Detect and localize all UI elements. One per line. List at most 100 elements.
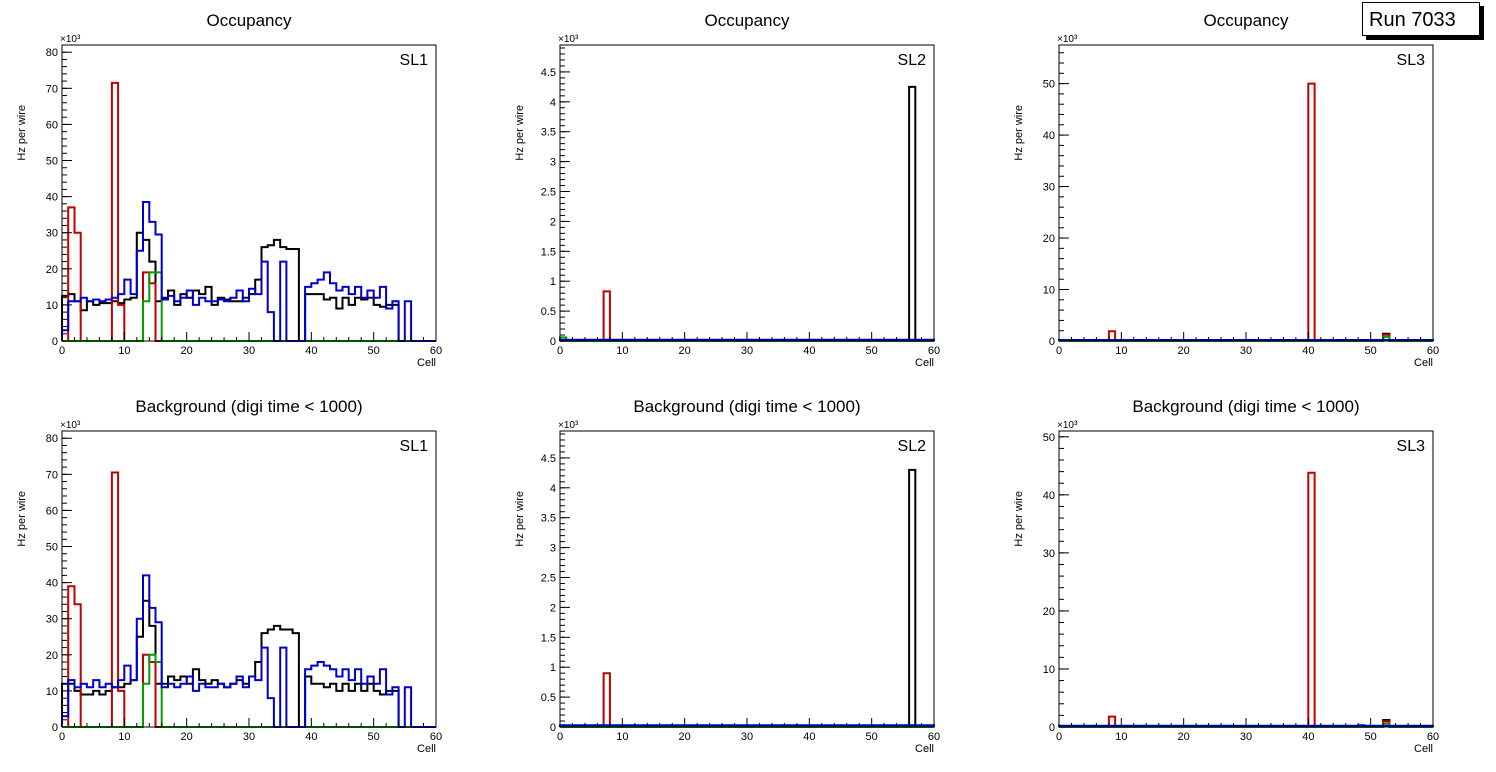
series-blue-line [1058, 724, 1434, 727]
x-tick-label: 20 [181, 345, 193, 357]
histogram-panel-occ-sl1: Occupancy 0 10 20 30 40 50 60 0 10 20 30 40 50 60 70 80 C… [16, 11, 442, 369]
y-tick-label: 1.5 [541, 632, 556, 644]
x-tick-label: 20 [679, 731, 691, 743]
y-tick-label: 1 [550, 276, 556, 288]
y-tick-label: 30 [1043, 548, 1055, 560]
plot-frame [1058, 430, 1434, 728]
y-tick-label: 0 [550, 336, 556, 348]
superlayer-label: SL2 [898, 52, 927, 69]
y-tick-label: 10 [46, 686, 58, 698]
x-tick-label: 30 [1240, 345, 1252, 357]
plot-frame [1058, 44, 1434, 342]
x-axis-label: Cell [915, 357, 934, 369]
y-tick-label: 50 [1043, 79, 1055, 91]
y-tick-label: 80 [46, 47, 58, 59]
plot-title: Background (digi time < 1000) [1132, 397, 1359, 416]
histogram-panel-occ-sl2: Occupancy 0 10 20 30 40 50 60 0 0.5 1 1.5 2 2.5 3 3.5 4 4… [514, 11, 940, 369]
y-tick-label: 2 [550, 602, 556, 614]
y-tick-label: 4.5 [541, 67, 556, 79]
y-tick-label: 40 [1043, 490, 1055, 502]
histogram-panel-bkg-sl3: Background (digi time < 1000) 0 10 20 30 40 50… [1013, 397, 1439, 755]
x-tick-label: 0 [557, 731, 563, 743]
x-tick-label: 10 [616, 345, 628, 357]
plot-frame [559, 44, 935, 342]
axis-multiplier: ×10³ [558, 34, 579, 45]
y-tick-label: 30 [1043, 182, 1055, 194]
x-tick-label: 60 [1427, 345, 1439, 357]
plot-title: Background (digi time < 1000) [633, 397, 860, 416]
x-axis-label: Cell [417, 743, 436, 755]
y-axis-label: Hz per wire [514, 105, 526, 161]
y-tick-label: 10 [46, 300, 58, 312]
x-tick-label: 0 [59, 731, 65, 743]
x-axis-label: Cell [1414, 357, 1433, 369]
y-axis-label: Hz per wire [16, 105, 28, 161]
y-tick-label: 2.5 [541, 187, 556, 199]
series-black-line [560, 85, 934, 342]
y-tick-label: 50 [1043, 432, 1055, 444]
y-tick-label: 10 [1043, 285, 1055, 297]
y-tick-label: 70 [46, 469, 58, 481]
superlayer-label: SL3 [1397, 438, 1426, 455]
x-tick-label: 10 [118, 345, 130, 357]
y-tick-label: 4 [550, 97, 556, 109]
x-tick-label: 60 [928, 345, 940, 357]
x-tick-label: 20 [1178, 731, 1190, 743]
x-tick-label: 60 [1427, 731, 1439, 743]
run-number-label: Run 7033 [1362, 2, 1480, 36]
superlayer-label: SL1 [400, 52, 429, 69]
x-tick-label: 50 [1365, 345, 1377, 357]
y-tick-label: 10 [1043, 664, 1055, 676]
y-tick-label: 20 [1043, 233, 1055, 245]
y-tick-label: 3 [550, 157, 556, 169]
x-axis-label: Cell [417, 357, 436, 369]
y-tick-label: 2 [550, 216, 556, 228]
series-red-line [62, 471, 436, 728]
y-axis-label: Hz per wire [16, 491, 28, 547]
x-tick-label: 50 [1365, 731, 1377, 743]
histogram-panel-occ-sl3: Occupancy 0 10 20 30 40 50 60 0 10 20 30 40 50 Cell Hz … [1013, 11, 1439, 369]
x-tick-label: 40 [305, 345, 317, 357]
x-tick-label: 40 [803, 731, 815, 743]
x-tick-label: 30 [243, 345, 255, 357]
y-tick-label: 2.5 [541, 573, 556, 585]
x-tick-label: 40 [305, 731, 317, 743]
y-tick-label: 1.5 [541, 246, 556, 258]
plot-title: Occupancy [704, 11, 790, 30]
y-tick-label: 20 [1043, 606, 1055, 618]
y-tick-label: 30 [46, 228, 58, 240]
x-tick-label: 40 [1302, 731, 1314, 743]
histogram-panel-bkg-sl1: Background (digi time < 1000) 0 10 20 30 40 50… [16, 397, 442, 755]
x-axis-label: Cell [1414, 743, 1433, 755]
series-blue-line [61, 201, 436, 342]
x-tick-label: 50 [368, 731, 380, 743]
y-tick-label: 0 [52, 722, 58, 734]
x-tick-label: 20 [181, 731, 193, 743]
y-tick-label: 40 [46, 192, 58, 204]
x-tick-label: 50 [866, 345, 878, 357]
x-tick-label: 30 [243, 731, 255, 743]
y-tick-label: 1 [550, 662, 556, 674]
y-axis-label: Hz per wire [514, 491, 526, 547]
y-axis-label: Hz per wire [1013, 105, 1025, 161]
y-tick-label: 20 [46, 264, 58, 276]
y-tick-label: 3.5 [541, 513, 556, 525]
series-red-line [1059, 471, 1433, 728]
axis-multiplier: ×10³ [60, 34, 81, 45]
series-black-line [560, 468, 934, 728]
axis-multiplier: ×10³ [60, 420, 81, 431]
x-tick-label: 0 [557, 345, 563, 357]
x-tick-label: 20 [679, 345, 691, 357]
y-tick-label: 40 [46, 578, 58, 590]
x-tick-label: 0 [59, 345, 65, 357]
y-tick-label: 70 [46, 83, 58, 95]
y-tick-label: 3.5 [541, 127, 556, 139]
x-tick-label: 60 [430, 731, 442, 743]
y-tick-label: 60 [46, 505, 58, 517]
y-tick-label: 50 [46, 542, 58, 554]
y-axis-label: Hz per wire [1013, 491, 1025, 547]
plot-frame [559, 430, 935, 728]
y-tick-label: 80 [46, 433, 58, 445]
y-tick-label: 50 [46, 156, 58, 168]
x-tick-label: 60 [928, 731, 940, 743]
